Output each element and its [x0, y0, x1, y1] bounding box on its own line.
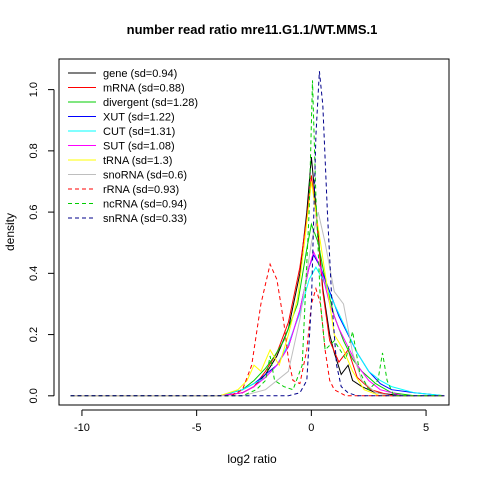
x-tick-label: 5 — [423, 422, 429, 434]
legend: gene (sd=0.94) mRNA (sd=0.88) divergent (s… — [68, 68, 198, 225]
y-tick-label: 1.0 — [28, 82, 40, 97]
series-line-2 — [70, 222, 445, 397]
series-line-8 — [70, 262, 445, 397]
x-tick-label: -10 — [74, 422, 90, 434]
series-layer — [70, 71, 445, 397]
legend-label-5: SUT (sd=1.08) — [103, 141, 175, 153]
chart-title: number read ratio mre11.G1.1/WT.MMS.1 — [127, 22, 378, 37]
y-tick-label: 0.4 — [28, 266, 40, 281]
y-axis-label: density — [3, 213, 17, 251]
legend-label-3: XUT (sd=1.22) — [103, 112, 175, 124]
legend-label-10: snRNA (sd=0.33) — [103, 213, 187, 225]
legend-label-6: tRNA (sd=1.3) — [103, 155, 172, 167]
legend-label-9: ncRNA (sd=0.94) — [103, 199, 187, 211]
x-tick-label: 0 — [308, 422, 314, 434]
legend-label-1: mRNA (sd=0.88) — [103, 83, 185, 95]
x-tick-label: -5 — [192, 422, 202, 434]
legend-label-7: snoRNA (sd=0.6) — [103, 170, 187, 182]
series-line-5 — [70, 250, 445, 397]
legend-label-2: divergent (sd=1.28) — [103, 97, 198, 109]
series-line-10 — [70, 71, 445, 397]
series-line-4 — [70, 266, 445, 397]
series-line-9 — [70, 80, 445, 397]
plot-frame — [58, 58, 450, 406]
legend-label-0: gene (sd=0.94) — [103, 68, 177, 80]
legend-label-4: CUT (sd=1.31) — [103, 126, 175, 138]
legend-label-8: rRNA (sd=0.93) — [103, 184, 179, 196]
x-axis-label: log2 ratio — [227, 452, 277, 466]
y-tick-label: 0.6 — [28, 204, 40, 219]
series-line-7 — [70, 211, 445, 397]
axes-layer: -10 -5 0 5 0.0 0.2 0.4 0.6 0.8 1.0 — [28, 82, 429, 434]
y-tick-label: 0.2 — [28, 327, 40, 342]
y-tick-label: 0.8 — [28, 143, 40, 158]
series-line-6 — [70, 181, 445, 397]
y-tick-label: 0.0 — [28, 388, 40, 403]
